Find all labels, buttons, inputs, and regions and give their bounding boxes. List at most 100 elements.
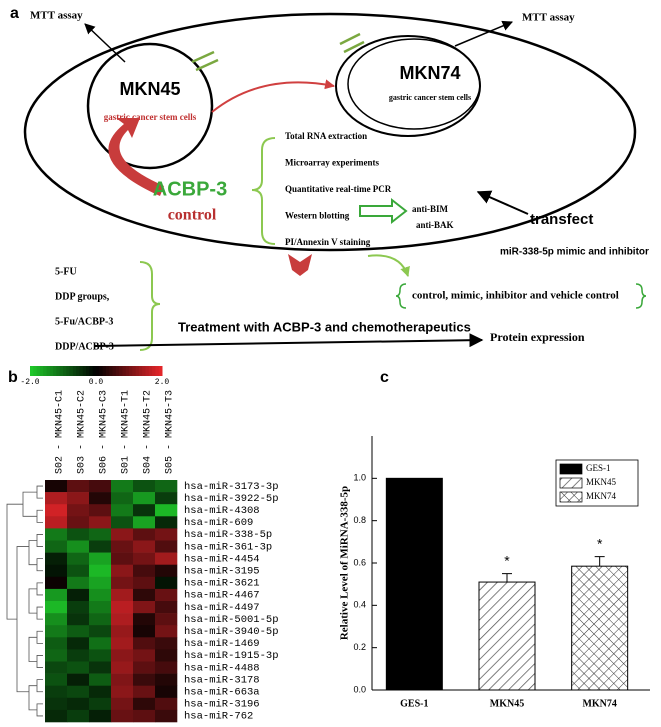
row-label: hsa-miR-663a	[184, 687, 260, 699]
row-label: hsa-miR-4467	[184, 590, 260, 602]
heat-cell	[155, 504, 178, 517]
colorbar-cell	[158, 366, 163, 376]
heat-cell	[111, 709, 134, 723]
heat-cell	[67, 661, 90, 674]
heat-cell	[45, 576, 68, 590]
heat-cell	[67, 649, 90, 662]
heat-cell	[45, 540, 68, 553]
heat-cell	[133, 516, 156, 529]
charts: b -2.0 0.0 2.0 S02 - MKN45-C1 S03 - MKN45-C2 S…	[6, 366, 650, 723]
bar	[385, 477, 443, 691]
panel-a: a MTT assay MTT assay MKN45 gastric canc…	[10, 5, 649, 352]
row-label: hsa-miR-3195	[184, 566, 260, 578]
colorbar-cell	[36, 366, 41, 376]
arrow	[476, 190, 529, 215]
legend-swatch	[559, 477, 583, 489]
legend-swatch	[559, 463, 583, 475]
error-bar	[594, 556, 605, 567]
heat-cell	[133, 649, 156, 662]
heat-cell	[67, 576, 90, 590]
dendrogram	[36, 606, 43, 620]
agent-label: ACBP-3	[153, 178, 227, 200]
heat-cell	[155, 709, 178, 723]
row-label: hsa-miR-3922-5p	[184, 493, 279, 505]
treatment-label: Treatment with ACBP-3 and chemotherapeut…	[178, 319, 471, 334]
heat-cell	[133, 709, 156, 723]
heat-cell	[111, 588, 134, 602]
heat-cell	[133, 613, 156, 626]
heat-cell	[133, 504, 156, 517]
heat-cell	[45, 673, 68, 686]
colorbar-cell	[33, 366, 38, 376]
heat-cell	[89, 697, 112, 711]
heat-cell	[155, 492, 178, 505]
x-tick-label: MKN74	[582, 698, 616, 709]
heat-cell	[45, 613, 68, 626]
cell-sub: gastric cancer stem cells	[104, 112, 197, 122]
colorbar-cell	[119, 366, 123, 376]
heat-cell	[89, 480, 112, 493]
heat-cell	[155, 480, 178, 493]
heat-cell	[89, 576, 112, 590]
heat-cell	[155, 528, 178, 541]
row-label: hsa-miR-762	[184, 711, 253, 723]
heat-cell	[133, 661, 156, 674]
outer-ellipse	[23, 12, 637, 252]
heat-cell	[67, 480, 90, 493]
heat-cell	[111, 601, 134, 614]
y-tick-label: 0.8	[353, 515, 366, 525]
row-label: hsa-miR-361-3p	[184, 541, 272, 553]
heat-cell	[45, 697, 68, 711]
heat-cell	[133, 492, 156, 505]
colorbar-cell	[82, 366, 87, 376]
heat-cell	[111, 673, 134, 686]
heat-cell	[45, 601, 68, 614]
row-label: hsa-miR-3196	[184, 699, 260, 711]
colorbar-cell	[39, 366, 44, 376]
heat-cell	[111, 540, 134, 553]
colorbar-cell	[109, 366, 113, 376]
heat-cell	[155, 552, 178, 565]
colorbar-cell	[59, 366, 64, 376]
legend-label: MKN74	[586, 491, 617, 501]
heat-cell	[155, 649, 178, 662]
heat-cell	[67, 709, 90, 723]
heat-cell	[45, 492, 68, 505]
method: Quantitative real-time PCR	[285, 184, 392, 194]
colorbar-cell	[99, 366, 104, 376]
transfect-sub: miR-338-5p mimic and inhibitor	[500, 247, 649, 258]
heat-cell	[111, 528, 134, 541]
heat-cell	[45, 480, 68, 493]
heat-cell	[133, 564, 156, 578]
row-label: hsa-miR-609	[184, 517, 253, 529]
row-label: hsa-miR-4488	[184, 662, 260, 674]
heat-cell	[133, 576, 156, 590]
heat-cell	[133, 528, 156, 541]
heat-cell	[111, 697, 134, 711]
colorbar-tick-label: 0.0	[89, 378, 104, 387]
dendrogram	[36, 679, 43, 693]
heat-cell	[45, 649, 68, 662]
heat-cell	[67, 697, 90, 711]
group: 5-Fu/ACBP-3	[55, 316, 113, 327]
heat-cell	[111, 480, 134, 493]
heat-cell	[67, 685, 90, 699]
method: Total RNA extraction	[285, 131, 367, 141]
group: 5-FU	[55, 266, 77, 277]
antibody: anti-BAK	[416, 220, 454, 230]
heat-cell	[111, 625, 134, 638]
heat-cell	[67, 504, 90, 517]
heat-cell	[89, 552, 112, 565]
curved-arrow	[108, 118, 164, 196]
heat-cell	[89, 601, 112, 614]
heat-cell	[155, 685, 178, 699]
arrow	[94, 333, 484, 348]
heat-cell	[89, 504, 112, 517]
heat-cell	[89, 709, 112, 723]
dendrogram	[28, 588, 37, 614]
heat-cell	[111, 576, 134, 590]
heat-cell	[67, 601, 90, 614]
colorbar-cell	[92, 366, 97, 376]
heat-cell	[89, 625, 112, 638]
